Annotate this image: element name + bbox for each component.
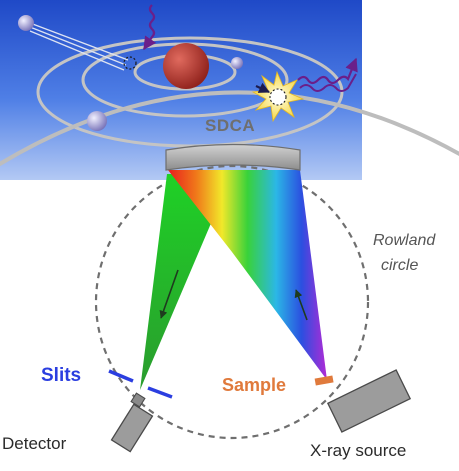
xray-source-body: [326, 369, 412, 433]
electron-trail: [29, 22, 129, 71]
orbit-outer: [36, 36, 344, 148]
electron-inner: [231, 57, 243, 69]
sample-marker: [314, 375, 334, 386]
detector-device: [110, 392, 154, 453]
slit-right: [147, 386, 173, 399]
xray-source-device: [326, 369, 412, 433]
electron-transition-arrow: [255, 82, 270, 93]
analyzer-crystal: [165, 143, 301, 171]
outer-shell-arc: [0, 90, 459, 167]
arrow-to-crystal: [294, 289, 308, 321]
slits-label: Slits: [41, 365, 82, 386]
xray-source-label: X-ray source: [310, 441, 407, 460]
sample-label: Sample: [222, 375, 287, 395]
electron-outer: [87, 111, 107, 131]
rowland-circle: [94, 164, 370, 440]
rowland-label-line1: Rowland: [373, 232, 436, 249]
rowland-label-line2: circle: [381, 257, 419, 274]
detector-label: Detector: [2, 434, 67, 453]
vacancy-left: [123, 56, 137, 70]
emitted-photon-lower: [299, 73, 357, 92]
emitted-photon-upper: [297, 57, 358, 85]
arrow-to-detector: [159, 269, 179, 319]
diffracted-beam-green: [140, 174, 232, 390]
incident-photon: [143, 4, 157, 51]
detector-head: [130, 392, 146, 408]
analyzer-label: SDCA: [205, 116, 256, 135]
rowland-circle-label: Rowland circle: [373, 228, 435, 278]
detector-body: [110, 403, 154, 453]
slit-left: [108, 369, 134, 383]
vacancy-right: [269, 88, 287, 106]
nucleus: [163, 43, 209, 89]
electron-incoming: [18, 15, 34, 31]
incident-beam-rainbow: [168, 170, 327, 380]
